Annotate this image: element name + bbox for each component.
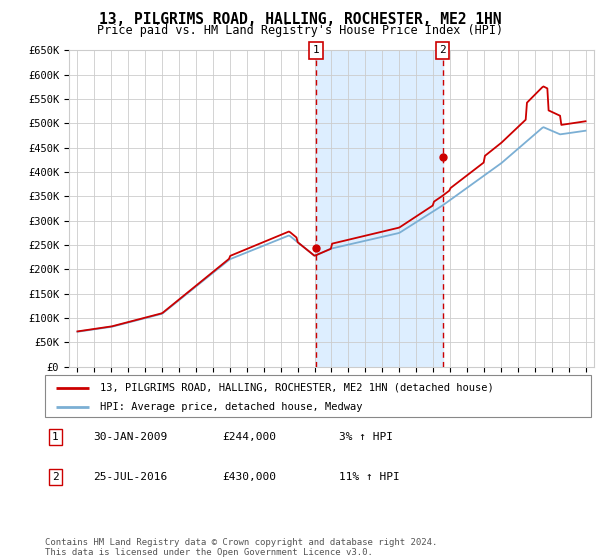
Text: 13, PILGRIMS ROAD, HALLING, ROCHESTER, ME2 1HN (detached house): 13, PILGRIMS ROAD, HALLING, ROCHESTER, M… — [100, 383, 493, 393]
Text: 13, PILGRIMS ROAD, HALLING, ROCHESTER, ME2 1HN: 13, PILGRIMS ROAD, HALLING, ROCHESTER, M… — [99, 12, 501, 27]
Text: 25-JUL-2016: 25-JUL-2016 — [93, 472, 167, 482]
Text: 30-JAN-2009: 30-JAN-2009 — [93, 432, 167, 442]
Text: Price paid vs. HM Land Registry's House Price Index (HPI): Price paid vs. HM Land Registry's House … — [97, 24, 503, 37]
Text: £430,000: £430,000 — [222, 472, 276, 482]
Text: 1: 1 — [52, 432, 59, 442]
Text: Contains HM Land Registry data © Crown copyright and database right 2024.
This d: Contains HM Land Registry data © Crown c… — [45, 538, 437, 557]
Text: 1: 1 — [313, 45, 319, 55]
Text: 11% ↑ HPI: 11% ↑ HPI — [339, 472, 400, 482]
Text: £244,000: £244,000 — [222, 432, 276, 442]
Text: HPI: Average price, detached house, Medway: HPI: Average price, detached house, Medw… — [100, 402, 362, 412]
FancyBboxPatch shape — [45, 375, 591, 417]
Text: 2: 2 — [439, 45, 446, 55]
Text: 3% ↑ HPI: 3% ↑ HPI — [339, 432, 393, 442]
Bar — [316, 50, 443, 367]
Text: 2: 2 — [52, 472, 59, 482]
